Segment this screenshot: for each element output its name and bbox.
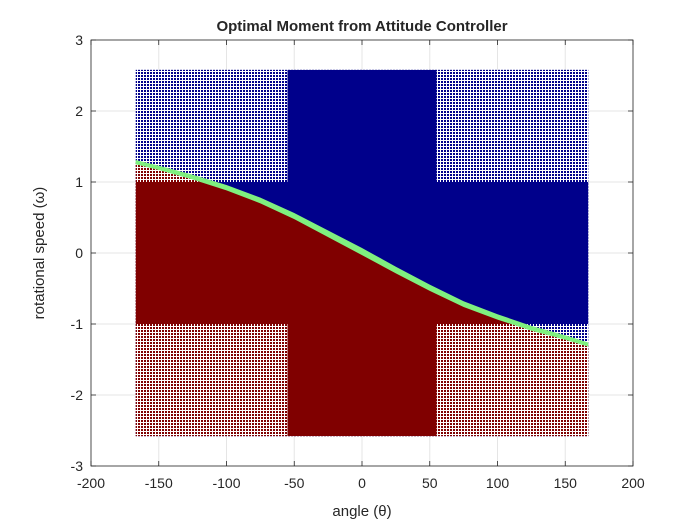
x-axis-ticks: -200 -150 -100 -50 0 50 100 150 200	[77, 40, 645, 491]
y-tick-label: -3	[71, 458, 84, 474]
switching-band	[135, 160, 589, 347]
y-tick-label: 3	[75, 32, 83, 48]
x-tick-label: -200	[77, 475, 105, 491]
switching-curve	[135, 161, 589, 346]
x-tick-label: 50	[422, 475, 438, 491]
y-tick-label: -1	[71, 316, 84, 332]
x-tick-label: 100	[486, 475, 510, 491]
y-tick-label: 0	[75, 245, 83, 261]
y-axis-ticks: -3 -2 -1 0 1 2 3	[71, 32, 633, 474]
x-tick-label: -100	[212, 475, 240, 491]
y-axis-label: rotational speed (ω)	[31, 187, 48, 320]
x-tick-label: 150	[554, 475, 578, 491]
data-layer	[135, 69, 589, 437]
y-tick-label: 1	[75, 174, 83, 190]
x-tick-label: -50	[284, 475, 304, 491]
x-tick-label: 200	[621, 475, 645, 491]
chart-title: Optimal Moment from Attitude Controller	[216, 18, 507, 35]
x-tick-label: 0	[358, 475, 366, 491]
y-tick-label: -2	[71, 387, 84, 403]
y-tick-label: 2	[75, 103, 83, 119]
x-axis-label: angle (θ)	[332, 503, 391, 520]
x-tick-label: -150	[145, 475, 173, 491]
